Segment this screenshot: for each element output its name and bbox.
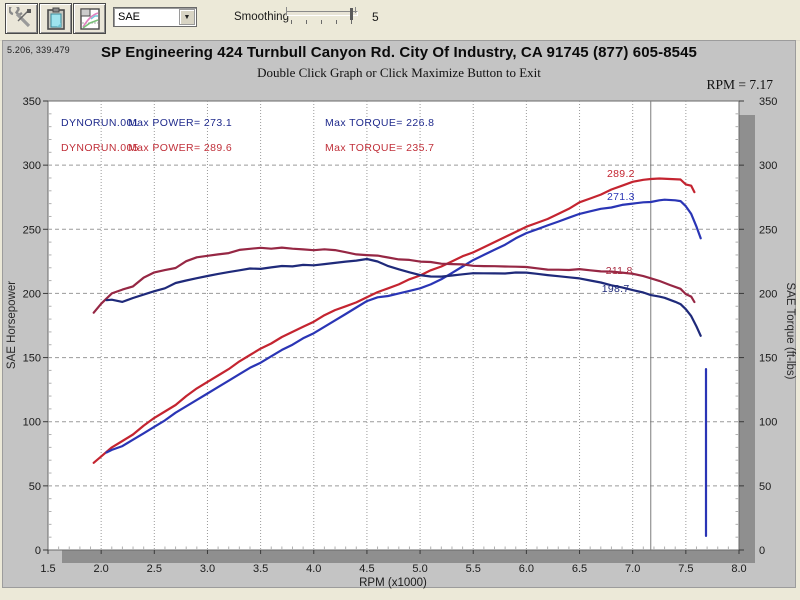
svg-text:100: 100 xyxy=(759,417,777,429)
slider-tick xyxy=(321,20,322,24)
svg-text:50: 50 xyxy=(29,481,41,493)
svg-text:6.0: 6.0 xyxy=(519,563,534,575)
dyno-chart-window[interactable]: 5.206, 339.479 SP Engineering 424 Turnbu… xyxy=(2,40,797,589)
svg-text:7.0: 7.0 xyxy=(625,563,640,575)
smoothing-value: 5 xyxy=(372,10,379,24)
legend-row-run005: DYNORUN.005 Max POWER= 289.6 Max TORQUE=… xyxy=(3,142,795,156)
svg-text:350: 350 xyxy=(23,96,41,108)
svg-text:198.7: 198.7 xyxy=(602,283,630,295)
slider-tick xyxy=(306,20,307,24)
legend-max-torque: Max TORQUE= 235.7 xyxy=(325,142,435,154)
svg-text:4.5: 4.5 xyxy=(359,563,374,575)
slider-end-right xyxy=(355,7,356,13)
legend-max-power: Max POWER= 289.6 xyxy=(128,142,233,154)
slider-tick xyxy=(351,20,352,24)
wrench-icon xyxy=(8,6,35,31)
series-power-run005 xyxy=(92,177,696,464)
legend-max-power: Max POWER= 273.1 xyxy=(128,117,233,129)
axis-ticks xyxy=(43,100,744,554)
svg-text:4.0: 4.0 xyxy=(306,563,321,575)
series-torque-run001 xyxy=(105,257,702,337)
legend-row-run001: DYNORUN.001 Max POWER= 273.1 Max TORQUE=… xyxy=(3,117,795,131)
correction-value: SAE xyxy=(118,11,141,23)
y-right-axis-title: SAE Torque (ft-lbs) xyxy=(784,283,796,380)
svg-text:6.5: 6.5 xyxy=(572,563,587,575)
svg-text:300: 300 xyxy=(23,160,41,172)
series-torque-run005 xyxy=(92,246,696,314)
plot-area[interactable] xyxy=(47,100,740,551)
svg-text:5.0: 5.0 xyxy=(412,563,427,575)
y-left-axis-title: SAE Horsepower xyxy=(6,281,18,369)
legend-run-name: DYNORUN.001 xyxy=(61,117,139,129)
cursor-rpm-readout: RPM = 7.17 xyxy=(706,77,773,92)
dyno-curves xyxy=(92,177,708,537)
svg-text:7.5: 7.5 xyxy=(678,563,693,575)
svg-text:250: 250 xyxy=(23,224,41,236)
smoothing-slider[interactable] xyxy=(286,6,362,30)
svg-text:200: 200 xyxy=(759,288,777,300)
svg-text:0: 0 xyxy=(759,545,765,557)
svg-text:300: 300 xyxy=(759,160,777,172)
axis-tick-labels: 1.5 2.0 2.5 3.0 3.5 4.0 4.5 5.0 5.5 6.0 6.5 7.0 7.5 8… xyxy=(23,96,778,575)
svg-text:150: 150 xyxy=(759,353,777,365)
legend-max-torque: Max TORQUE= 226.8 xyxy=(325,117,435,129)
tools-button[interactable] xyxy=(5,3,38,34)
plot-shadow-bottom xyxy=(62,550,755,563)
chevron-down-icon[interactable]: ▼ xyxy=(179,9,195,25)
dyno-chart[interactable]: 289.2 271.3 211.8 198.7 1.5 2.0 2.5 3.0 3.5 4.0 4.… xyxy=(3,41,797,589)
svg-text:2.0: 2.0 xyxy=(94,563,109,575)
graph-settings-button[interactable] xyxy=(73,3,106,34)
correction-combobox[interactable]: SAE ▼ xyxy=(113,7,197,27)
svg-text:289.2: 289.2 xyxy=(607,168,635,180)
graph-icon xyxy=(76,7,103,31)
svg-text:2.5: 2.5 xyxy=(147,563,162,575)
smoothing-label: Smoothing xyxy=(234,11,289,23)
svg-text:3.5: 3.5 xyxy=(253,563,268,575)
slider-tick xyxy=(291,20,292,24)
svg-text:350: 350 xyxy=(759,96,777,108)
svg-text:5.5: 5.5 xyxy=(466,563,481,575)
slider-track[interactable] xyxy=(286,11,358,16)
legend-run-name: DYNORUN.005 xyxy=(61,142,139,154)
svg-text:250: 250 xyxy=(759,224,777,236)
series-power-run001 xyxy=(105,198,702,454)
svg-text:3.0: 3.0 xyxy=(200,563,215,575)
svg-text:0: 0 xyxy=(35,545,41,557)
svg-text:1.5: 1.5 xyxy=(40,563,55,575)
toolbar: SAE ▼ Smoothing 5 xyxy=(0,0,800,41)
slider-thumb[interactable] xyxy=(350,8,353,20)
svg-text:50: 50 xyxy=(759,481,771,493)
minor-ticks xyxy=(48,113,739,550)
slider-tick xyxy=(336,20,337,24)
slider-end-left xyxy=(286,7,287,13)
svg-text:100: 100 xyxy=(23,417,41,429)
svg-text:150: 150 xyxy=(23,353,41,365)
clipboard-button[interactable] xyxy=(39,3,72,34)
clipboard-icon xyxy=(42,7,69,31)
svg-text:271.3: 271.3 xyxy=(607,191,635,203)
subtitle-hint: Double Click Graph or Click Maximize But… xyxy=(257,65,541,80)
cursor-coordinates: 5.206, 339.479 xyxy=(7,45,70,55)
svg-text:8.0: 8.0 xyxy=(731,563,746,575)
cursor-value-labels: 289.2 271.3 211.8 198.7 xyxy=(602,168,635,295)
x-axis-title: RPM (x1000) xyxy=(359,577,427,589)
svg-text:211.8: 211.8 xyxy=(606,265,633,277)
page-title: SP Engineering 424 Turnbull Canyon Rd. C… xyxy=(101,44,697,61)
svg-text:200: 200 xyxy=(23,288,41,300)
plot-shadow-right xyxy=(739,115,755,562)
